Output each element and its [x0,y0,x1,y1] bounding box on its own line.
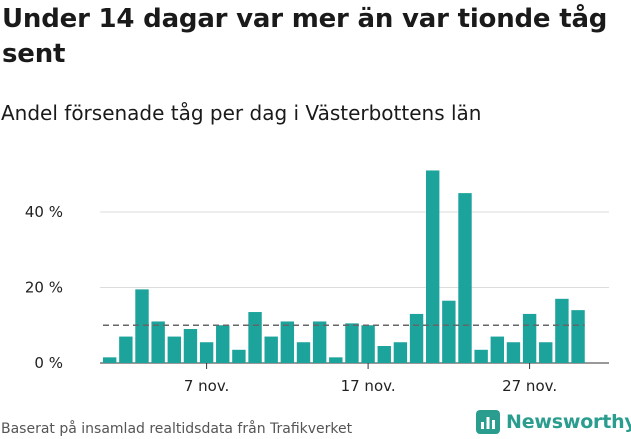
bar [103,357,117,363]
logo-text: Newsworthy [506,411,631,433]
bar [377,346,391,363]
x-tick-label: 7 nov. [184,377,229,395]
bar [393,342,408,363]
y-tick-label: 0 % [34,354,63,372]
bar [474,349,488,363]
chart-subtitle: Andel försenade tåg per dag i Västerbott… [1,101,482,125]
bar [199,342,214,363]
newsworthy-logo-icon [476,410,500,434]
bars [103,170,585,363]
bar [426,170,440,363]
bar [280,321,295,363]
bar [522,313,537,363]
bar [119,336,133,363]
y-tick-label: 20 % [25,279,63,297]
newsworthy-logo: Newsworthy [476,408,631,436]
bar [329,357,343,363]
bar [442,300,456,363]
axis-labels: 0 % 20 % 40 % 7 nov. 17 nov. 27 nov. [25,203,557,395]
bar [312,321,327,363]
bar [167,336,181,363]
bar [183,329,198,363]
bar [135,289,149,363]
bar [296,342,311,363]
bar [216,325,230,363]
bar [345,323,359,363]
bar [409,313,424,363]
x-tick-label: 17 nov. [341,377,396,395]
chart-title: Under 14 dagar var mer än var tionde tåg… [2,4,608,69]
bar [458,193,472,363]
bar [571,310,585,363]
bar [264,336,278,363]
x-tick-label: 27 nov. [502,377,557,395]
bar [539,342,553,363]
bar [248,312,262,363]
bar [490,336,504,363]
bar [361,325,375,363]
y-tick-label: 40 % [25,203,63,221]
bar [232,349,246,363]
source-note: Baserat på insamlad realtidsdata från Tr… [1,421,353,437]
bar [506,342,521,363]
bar [555,298,569,363]
bar [151,321,165,363]
